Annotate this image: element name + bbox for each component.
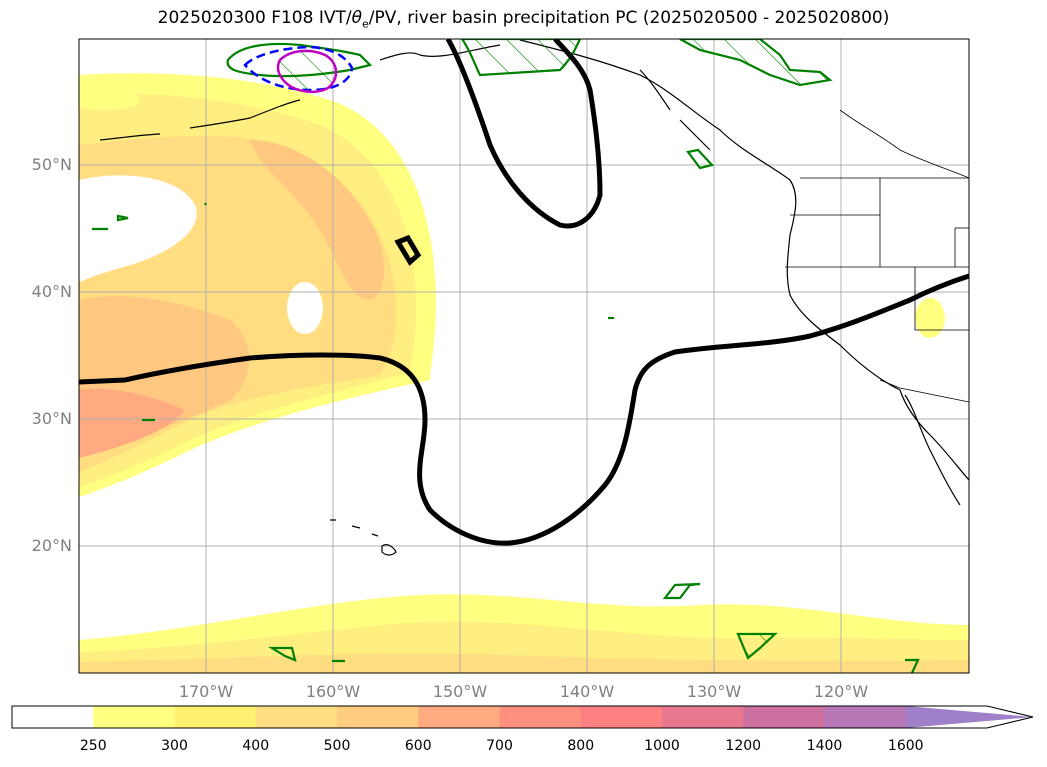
colorbar-segment: [93, 706, 175, 728]
colorbar-tick-label: 1600: [887, 738, 924, 754]
lon-label-160w: 160°W: [305, 682, 361, 701]
lon-label-140w: 140°W: [559, 682, 615, 701]
colorbar-segment: [580, 706, 663, 728]
lon-label-130w: 130°W: [686, 682, 742, 701]
colorbar-segment: [174, 706, 257, 728]
colorbar-tick-label: 800: [567, 738, 595, 754]
theta-e-contours: [243, 45, 354, 94]
colorbar-segment: [337, 706, 419, 728]
precip-contours: [92, 39, 920, 673]
colorbar-tick-label: 250: [79, 738, 107, 754]
lat-label-40: 40°N: [31, 282, 72, 301]
pv-contours: [79, 39, 969, 546]
colorbar-tick-label: 500: [323, 738, 351, 754]
colorbar-tick-label: 600: [404, 738, 432, 754]
colorbar-segment: [662, 706, 744, 728]
lon-label-170w: 170°W: [178, 682, 234, 701]
colorbar-tick-label: 1200: [725, 738, 762, 754]
map-title: 2025020300 F108 IVT/θe/PV, river basin p…: [157, 8, 890, 31]
colorbar-tick-label: 400: [242, 738, 270, 754]
lon-label-120w: 120°W: [813, 682, 869, 701]
lat-label-30: 30°N: [31, 409, 72, 428]
colorbar-segment: [824, 706, 907, 728]
colorbar-tick-label: 1000: [644, 738, 680, 754]
colorbar-segment: [743, 706, 825, 728]
colorbar-segment: [12, 706, 94, 728]
colorbar-tick-label: 700: [486, 738, 513, 754]
colorbar-extend-arrow: [905, 706, 1033, 728]
colorbar-segment: [418, 706, 500, 728]
lat-label-20: 20°N: [31, 536, 72, 555]
map-canvas: [78, 38, 970, 674]
ivt-shading: [79, 73, 436, 497]
colorbar-tick-label: 1400: [806, 738, 843, 754]
lat-label-50: 50°N: [31, 155, 72, 174]
colorbar: [11, 705, 1034, 729]
borders: [785, 109, 969, 403]
map-frame: [78, 38, 970, 674]
ivt-southern-band: [79, 298, 969, 673]
colorbar-segment: [255, 706, 338, 728]
colorbar-segment: [499, 706, 582, 728]
lon-label-150w: 150°W: [432, 682, 488, 701]
gridlines: [79, 39, 969, 673]
colorbar-tick-label: 300: [161, 738, 188, 754]
